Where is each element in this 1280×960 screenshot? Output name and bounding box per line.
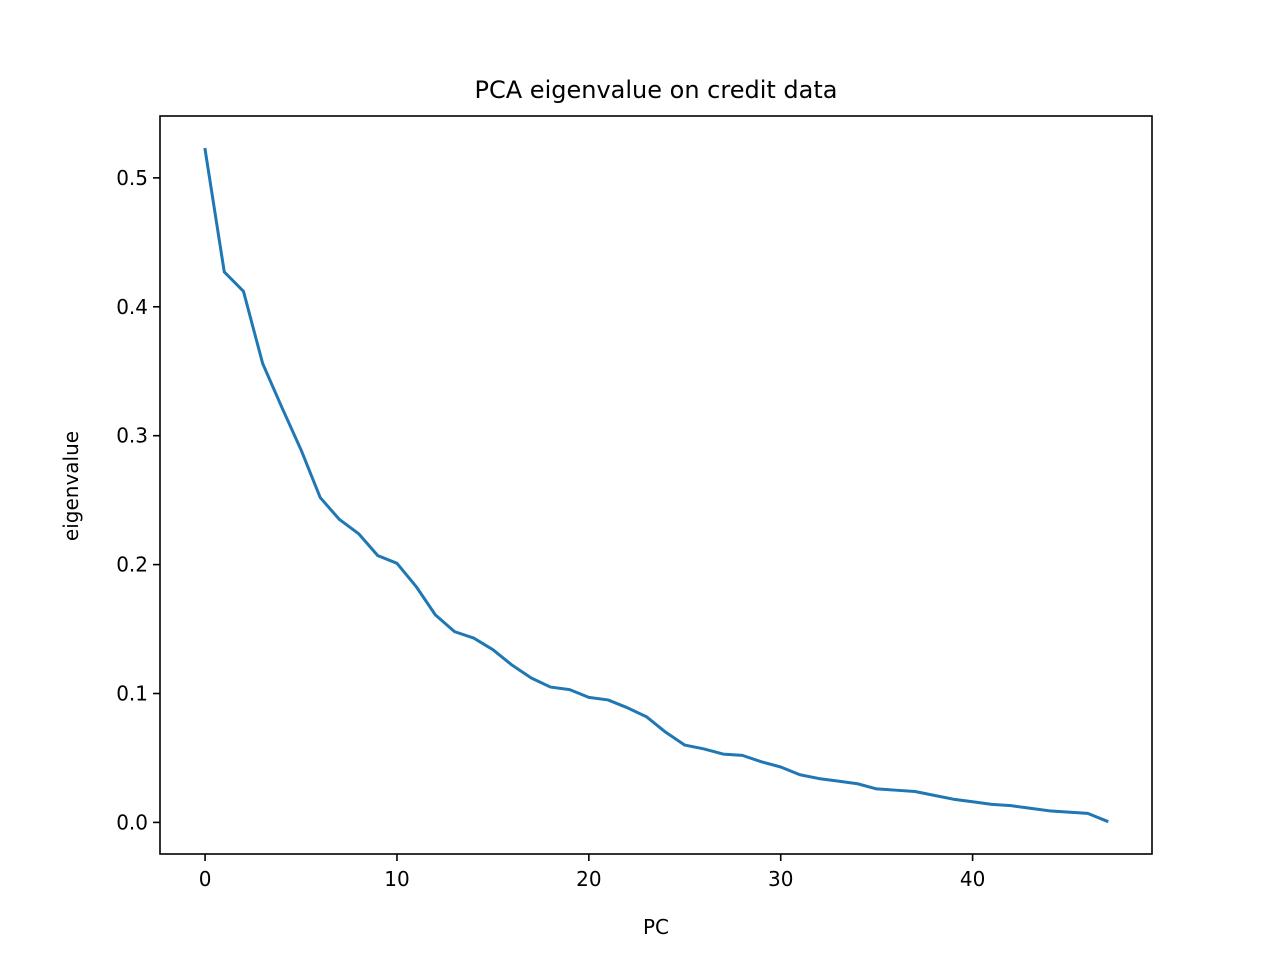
plot-area: 0 10 20 30 40 0.0 0.1 0.2 0.3 0.4 0.5 xyxy=(116,115,1153,891)
y-tick-label: 0.5 xyxy=(116,166,148,190)
y-tick-label: 0.4 xyxy=(116,295,148,319)
x-tick-label: 30 xyxy=(768,867,793,891)
y-tick-label: 0.1 xyxy=(116,682,148,706)
x-tick-label: 0 xyxy=(199,867,212,891)
plot-frame xyxy=(159,115,1153,855)
y-tick-label: 0.0 xyxy=(116,810,148,834)
eigenvalue-series-line xyxy=(203,147,1109,824)
x-axis-label: PC xyxy=(643,915,669,939)
x-tick-label: 40 xyxy=(960,867,985,891)
y-tick-label: 0.3 xyxy=(116,424,148,448)
y-axis-label: eigenvalue xyxy=(59,431,83,541)
x-tick-label: 10 xyxy=(384,867,409,891)
chart-title: PCA eigenvalue on credit data xyxy=(475,76,838,104)
x-tick-label: 20 xyxy=(576,867,601,891)
y-tick-label: 0.2 xyxy=(116,553,148,577)
